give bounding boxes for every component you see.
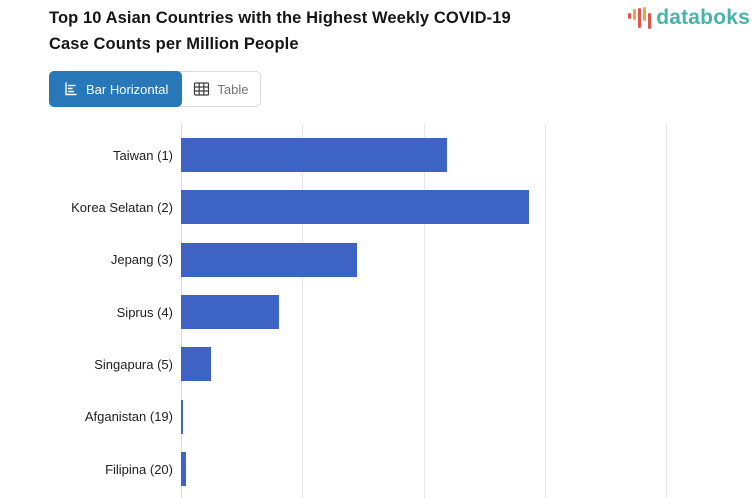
bar[interactable] [181,242,357,277]
bar-label: Filipina (20) [105,461,173,477]
bar-chart: Taiwan (1) Korea Selatan (2) Jepang (3) … [0,123,753,498]
chart-row: Jepang (3) [0,234,753,286]
chart-rows: Taiwan (1) Korea Selatan (2) Jepang (3) … [0,129,753,495]
page-title-line1: Top 10 Asian Countries with the Highest … [49,9,511,27]
bar[interactable] [181,347,212,382]
table-icon [193,81,210,97]
chart-row: Filipina (20) [0,443,753,495]
bar-label: Taiwan (1) [113,147,173,163]
gridline [544,123,546,498]
chart-row: Taiwan (1) [0,129,753,181]
bar-label: Siprus (4) [116,304,173,320]
databoks-logo-text: databoks [656,6,750,29]
bar-label: Korea Selatan (2) [71,199,173,215]
chart-view-toggle: Bar Horizontal Table [49,71,262,107]
page-title-line2: Case Counts per Million People [49,35,299,53]
table-button-label: Table [217,81,249,97]
page-title: Top 10 Asian Countries with the Highest … [49,5,511,57]
bar-label: Singapura (5) [94,356,173,372]
table-button[interactable]: Table [181,72,260,106]
bar-horizontal-button-label: Bar Horizontal [86,81,169,97]
databoks-logo[interactable]: databoks [626,5,750,31]
bar[interactable] [181,190,530,225]
chart-row: Afganistan (19) [0,391,753,443]
chart-row: Singapura (5) [0,338,753,390]
bar[interactable] [181,452,186,487]
chart-row: Korea Selatan (2) [0,181,753,233]
gridline [302,123,304,498]
bar-label: Jepang (3) [110,252,173,268]
bar[interactable] [181,399,184,434]
bar-horizontal-icon [63,81,79,97]
databoks-logo-icon [626,5,653,31]
bar[interactable] [181,295,280,330]
bar-label: Afganistan (19) [84,409,173,425]
gridline [423,123,425,498]
chart-row: Siprus (4) [0,286,753,338]
gridline [666,123,668,498]
bar-horizontal-button[interactable]: Bar Horizontal [49,71,183,107]
bar[interactable] [181,138,447,173]
